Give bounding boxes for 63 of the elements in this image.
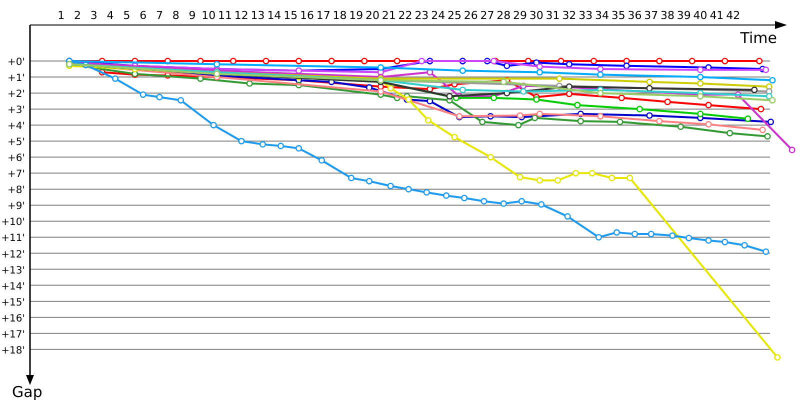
y-tick-label: +8' — [8, 185, 25, 196]
x-tick-label: 16 — [300, 9, 314, 22]
x-tick-label: 40 — [693, 9, 708, 22]
y-tick-label: +17' — [1, 329, 25, 340]
x-tick-label: 8 — [172, 9, 180, 22]
x-tick-label: 1 — [58, 9, 65, 22]
y-tick-label: +2' — [8, 89, 25, 100]
x-tick-label: 10 — [202, 9, 216, 22]
x-tick-label: 12 — [234, 9, 248, 22]
x-tick-label: 38 — [660, 9, 675, 22]
y-tick-label: +14' — [1, 281, 25, 292]
x-tick-label: 39 — [676, 9, 691, 22]
y-tick-label: +0' — [8, 57, 25, 68]
x-tick-label: 6 — [140, 9, 147, 22]
y-tick-label: +7' — [8, 169, 25, 180]
y-tick-label: +6' — [8, 153, 25, 164]
x-tick-label: 7 — [156, 9, 163, 22]
x-tick-label: 15 — [284, 9, 298, 22]
y-tick-label: +12' — [1, 249, 25, 260]
x-tick-label: 35 — [611, 9, 626, 22]
x-tick-label: 37 — [644, 9, 658, 22]
y-tick-label: +9' — [8, 201, 25, 212]
y-tick-label: +16' — [1, 313, 25, 324]
x-tick-label: 22 — [398, 9, 412, 22]
x-tick-label: 42 — [726, 9, 740, 22]
x-tick-label: 32 — [562, 9, 576, 22]
x-tick-label: 33 — [578, 9, 593, 22]
x-tick-label: 20 — [366, 9, 380, 22]
x-axis-title: Time — [739, 29, 777, 47]
x-tick-label: 2 — [74, 9, 82, 22]
y-tick-label: +4' — [8, 121, 25, 132]
x-tick-label: 14 — [267, 9, 282, 22]
y-axis-title: Gap — [12, 383, 42, 400]
y-tick-label: +13' — [1, 265, 25, 276]
y-tick-label: +10' — [1, 217, 25, 228]
x-tick-label: 29 — [513, 9, 528, 22]
x-tick-label: 23 — [414, 9, 429, 22]
x-tick-label: 27 — [480, 9, 494, 22]
y-tick-label: +18' — [1, 345, 25, 356]
x-tick-label: 18 — [332, 9, 347, 22]
x-tick-label: 41 — [710, 9, 724, 22]
x-tick-label: 13 — [250, 9, 265, 22]
y-tick-label: +3' — [8, 105, 25, 116]
x-tick-label: 5 — [123, 9, 130, 22]
x-tick-label: 36 — [628, 9, 642, 22]
y-tick-label: +5' — [8, 137, 25, 148]
y-tick-label: +1' — [8, 73, 25, 84]
x-tick-label: 28 — [496, 9, 511, 22]
y-tick-label: +11' — [1, 233, 25, 244]
x-tick-label: 25 — [447, 9, 462, 22]
x-tick-label: 9 — [188, 9, 196, 22]
y-tick-label: +15' — [1, 297, 25, 308]
x-tick-label: 21 — [382, 9, 396, 22]
x-tick-label: 30 — [529, 9, 544, 22]
x-tick-label: 31 — [546, 9, 560, 22]
x-tick-label: 34 — [594, 9, 609, 22]
x-tick-label: 19 — [349, 9, 364, 22]
x-tick-label: 26 — [464, 9, 478, 22]
x-tick-label: 3 — [90, 9, 98, 22]
x-tick-label: 24 — [431, 9, 446, 22]
x-tick-label: 11 — [218, 9, 232, 22]
x-tick-label: 17 — [316, 9, 330, 22]
x-tick-label: 4 — [106, 9, 114, 22]
